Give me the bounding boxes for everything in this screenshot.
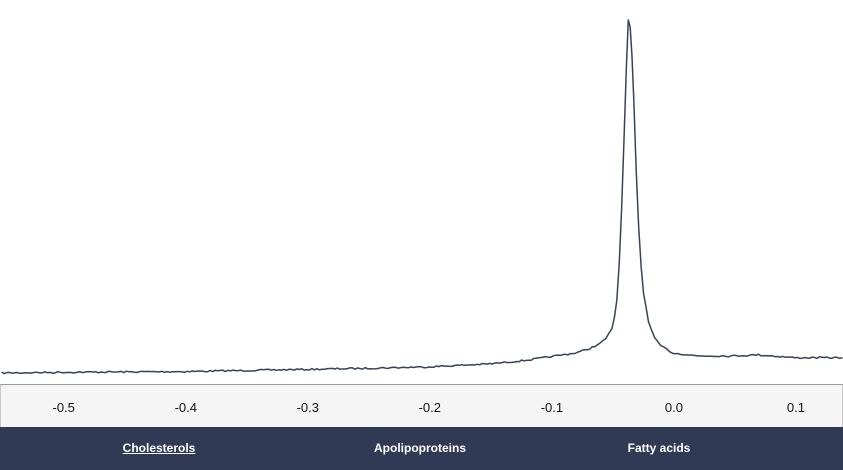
bottom-nav-bar: Cholesterols Apolipoproteins Fatty acids [0,427,843,470]
x-axis-bar: -0.5 -0.4 -0.3 -0.2 -0.1 0.0 0.1 [0,384,843,428]
x-tick-label: -0.2 [418,400,441,415]
nav-tab-apolipoproteins[interactable]: Apolipoproteins [374,441,466,455]
x-tick-label: 0.0 [664,400,683,415]
spectrum-plot [1,19,843,375]
spectrum-series-line [1,19,843,375]
nav-tab-fatty-acids[interactable]: Fatty acids [627,441,691,455]
spectrum-chart [1,19,843,375]
x-tick-label: -0.3 [296,400,319,415]
x-tick-label: -0.5 [52,400,75,415]
nav-tab-cholesterols[interactable]: Cholesterols [122,441,196,455]
x-tick-label: -0.1 [540,400,564,415]
x-tick-label: -0.4 [174,400,197,415]
x-tick-label: 0.1 [786,400,805,415]
